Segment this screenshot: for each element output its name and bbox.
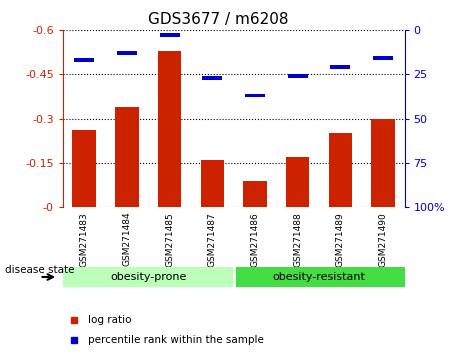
Text: GSM271484: GSM271484 xyxy=(122,212,131,267)
Bar xyxy=(245,94,265,97)
Bar xyxy=(200,160,224,207)
Bar xyxy=(115,107,139,207)
Bar xyxy=(63,267,233,287)
Text: GSM271488: GSM271488 xyxy=(293,212,302,267)
Text: obesity-prone: obesity-prone xyxy=(110,272,186,282)
Bar xyxy=(373,57,393,60)
Bar xyxy=(233,267,405,287)
Text: obesity-resistant: obesity-resistant xyxy=(272,272,365,282)
Bar xyxy=(202,76,222,80)
Text: GSM271490: GSM271490 xyxy=(379,212,388,267)
Bar xyxy=(117,51,137,55)
Bar xyxy=(288,74,308,78)
Text: GDS3677 / m6208: GDS3677 / m6208 xyxy=(148,12,289,27)
Text: disease state: disease state xyxy=(5,265,74,275)
Bar xyxy=(329,133,352,207)
Text: GSM271487: GSM271487 xyxy=(208,212,217,267)
Text: percentile rank within the sample: percentile rank within the sample xyxy=(88,335,264,345)
Bar xyxy=(158,51,181,207)
Text: GSM271485: GSM271485 xyxy=(165,212,174,267)
Text: GSM271483: GSM271483 xyxy=(80,212,89,267)
Bar xyxy=(372,119,395,207)
Bar xyxy=(159,34,179,37)
Bar xyxy=(74,58,94,62)
Bar xyxy=(243,181,267,207)
Text: log ratio: log ratio xyxy=(88,315,132,325)
Bar xyxy=(286,157,310,207)
Bar xyxy=(73,130,96,207)
Text: GSM271489: GSM271489 xyxy=(336,212,345,267)
Bar xyxy=(331,65,351,69)
Text: GSM271486: GSM271486 xyxy=(251,212,259,267)
